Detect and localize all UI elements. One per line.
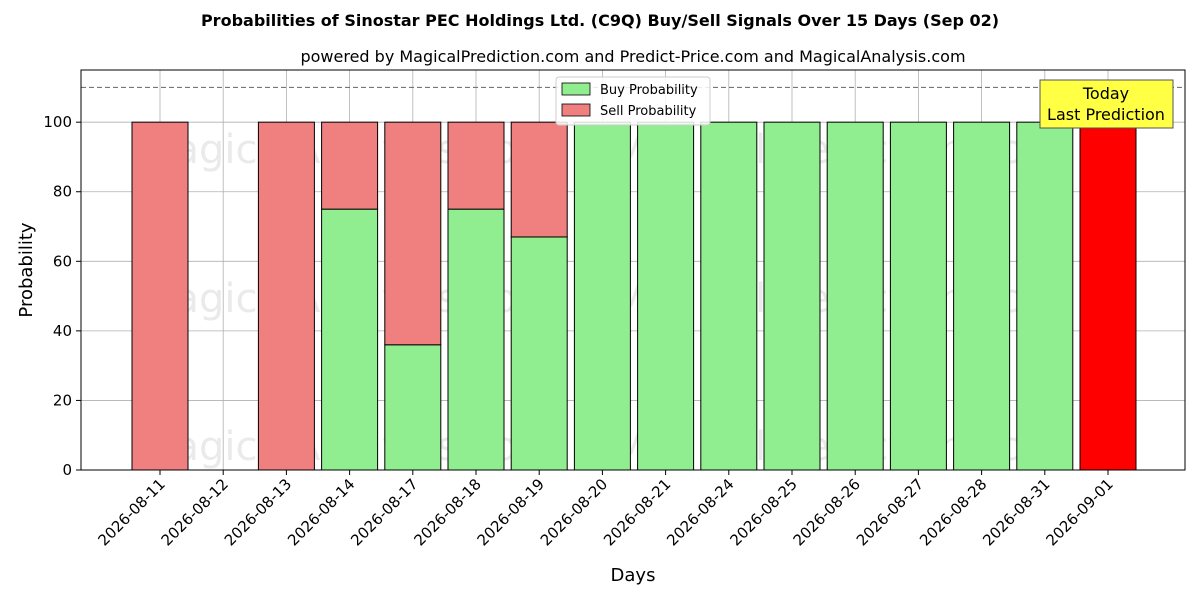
bar-buy-2026-08-20: [573, 121, 631, 471]
y-ticks: 0 20 40 60 80 100: [43, 113, 81, 479]
annotation-box: [1039, 79, 1174, 129]
legend-frame: [555, 76, 711, 126]
x-tick-label: 2026-08-24: [663, 475, 737, 549]
x-tick-label: 2026-08-26: [790, 475, 864, 549]
x-tick-label: 2026-08-25: [726, 475, 800, 549]
bar-buy-2026-08-14: [321, 208, 379, 471]
y-tick-label: 0: [62, 461, 72, 479]
chart-subtitle: powered by MagicalPrediction.com and Pre…: [300, 47, 965, 66]
x-tick-label: 2026-08-12: [158, 475, 232, 549]
bar-sell-2026-08-19: [510, 121, 568, 238]
bar-sell-2026-09-01: [1079, 121, 1137, 471]
legend: Buy Probability Sell Probability: [555, 76, 711, 126]
x-tick-label: 2026-08-13: [221, 475, 295, 549]
x-ticks: 2026-08-112026-08-122026-08-132026-08-14…: [94, 470, 1117, 549]
bar-sell-2026-08-18: [447, 121, 505, 210]
x-tick-label: 2026-08-31: [979, 475, 1053, 549]
x-tick-label: 2026-08-28: [916, 475, 990, 549]
today-annotation: Today Last Prediction: [1039, 79, 1174, 129]
bar-buy-2026-08-25: [763, 121, 821, 471]
bar-sell-2026-08-13: [257, 121, 315, 471]
legend-swatch-sell: [561, 103, 591, 117]
x-tick-label: 2026-08-21: [600, 475, 674, 549]
chart-title: Probabilities of Sinostar PEC Holdings L…: [201, 11, 999, 30]
bar-buy-2026-08-31: [1016, 121, 1074, 471]
bar-sell-2026-08-17: [384, 121, 442, 346]
bar-buy-2026-08-17: [384, 344, 442, 471]
x-tick-label: 2026-08-18: [410, 475, 484, 549]
bar-buy-2026-08-18: [447, 208, 505, 471]
x-tick-label: 2026-08-17: [347, 475, 421, 549]
y-tick-label: 80: [53, 183, 72, 201]
bar-buy-2026-08-26: [826, 121, 884, 471]
plot-frame: [80, 69, 1186, 471]
x-tick-label: 2026-09-01: [1042, 475, 1116, 549]
x-tick-label: 2026-08-20: [537, 475, 611, 549]
y-axis-label: Probability: [16, 222, 37, 317]
bar-sell-2026-08-14: [321, 121, 379, 210]
annotation-line-2: Last Prediction: [1047, 105, 1165, 124]
bar-buy-2026-08-27: [889, 121, 947, 471]
legend-swatch-buy: [561, 82, 591, 96]
y-tick-label: 20: [53, 391, 72, 409]
legend-label-sell: Sell Probability: [600, 104, 697, 119]
bars: [131, 121, 1137, 471]
x-tick-label: 2026-08-14: [284, 475, 358, 549]
x-tick-label: 2026-08-19: [474, 475, 548, 549]
x-tick-label: 2026-08-27: [853, 475, 927, 549]
y-tick-label: 40: [53, 322, 72, 340]
bar-buy-2026-08-21: [637, 121, 695, 471]
legend-label-buy: Buy Probability: [600, 83, 698, 98]
bar-buy-2026-08-28: [953, 121, 1011, 471]
x-axis-label: Days: [611, 565, 656, 586]
bar-sell-2026-08-11: [131, 121, 189, 471]
bar-buy-2026-08-24: [700, 121, 758, 471]
annotation-line-1: Today: [1082, 84, 1129, 103]
y-tick-label: 60: [53, 252, 72, 270]
bar-buy-2026-08-19: [510, 236, 568, 471]
y-tick-label: 100: [43, 113, 72, 131]
x-tick-label: 2026-08-11: [94, 475, 168, 549]
